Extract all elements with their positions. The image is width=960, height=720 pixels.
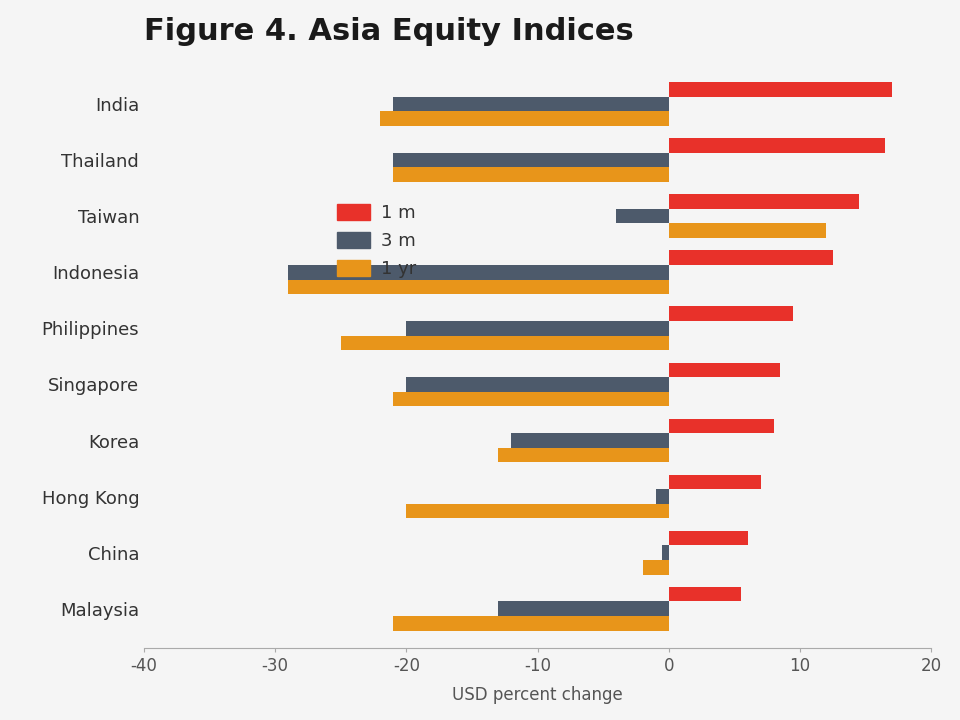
Bar xyxy=(380,112,669,126)
Bar xyxy=(669,531,748,545)
Bar xyxy=(394,392,669,406)
Bar xyxy=(498,601,669,616)
Bar xyxy=(662,545,669,560)
Bar xyxy=(669,363,780,377)
Bar xyxy=(656,490,669,504)
Bar xyxy=(669,587,741,601)
Bar xyxy=(669,307,793,321)
Bar xyxy=(642,560,669,575)
Bar xyxy=(394,168,669,182)
Bar xyxy=(406,321,669,336)
Bar xyxy=(406,504,669,518)
Bar xyxy=(394,616,669,631)
Text: Figure 4. Asia Equity Indices: Figure 4. Asia Equity Indices xyxy=(144,17,634,46)
Bar xyxy=(394,96,669,112)
Bar xyxy=(669,223,827,238)
Bar xyxy=(512,433,669,448)
Bar xyxy=(288,279,669,294)
Legend: 1 m, 3 m, 1 yr: 1 m, 3 m, 1 yr xyxy=(330,197,423,285)
Bar xyxy=(288,265,669,279)
Bar xyxy=(394,153,669,168)
Bar xyxy=(669,138,885,153)
Bar xyxy=(341,336,669,350)
Bar xyxy=(669,474,760,490)
Bar xyxy=(669,418,774,433)
Bar xyxy=(406,377,669,392)
Bar xyxy=(669,194,859,209)
Bar xyxy=(616,209,669,223)
Bar xyxy=(669,251,832,265)
Bar xyxy=(669,82,892,96)
X-axis label: USD percent change: USD percent change xyxy=(452,686,623,704)
Bar xyxy=(498,448,669,462)
